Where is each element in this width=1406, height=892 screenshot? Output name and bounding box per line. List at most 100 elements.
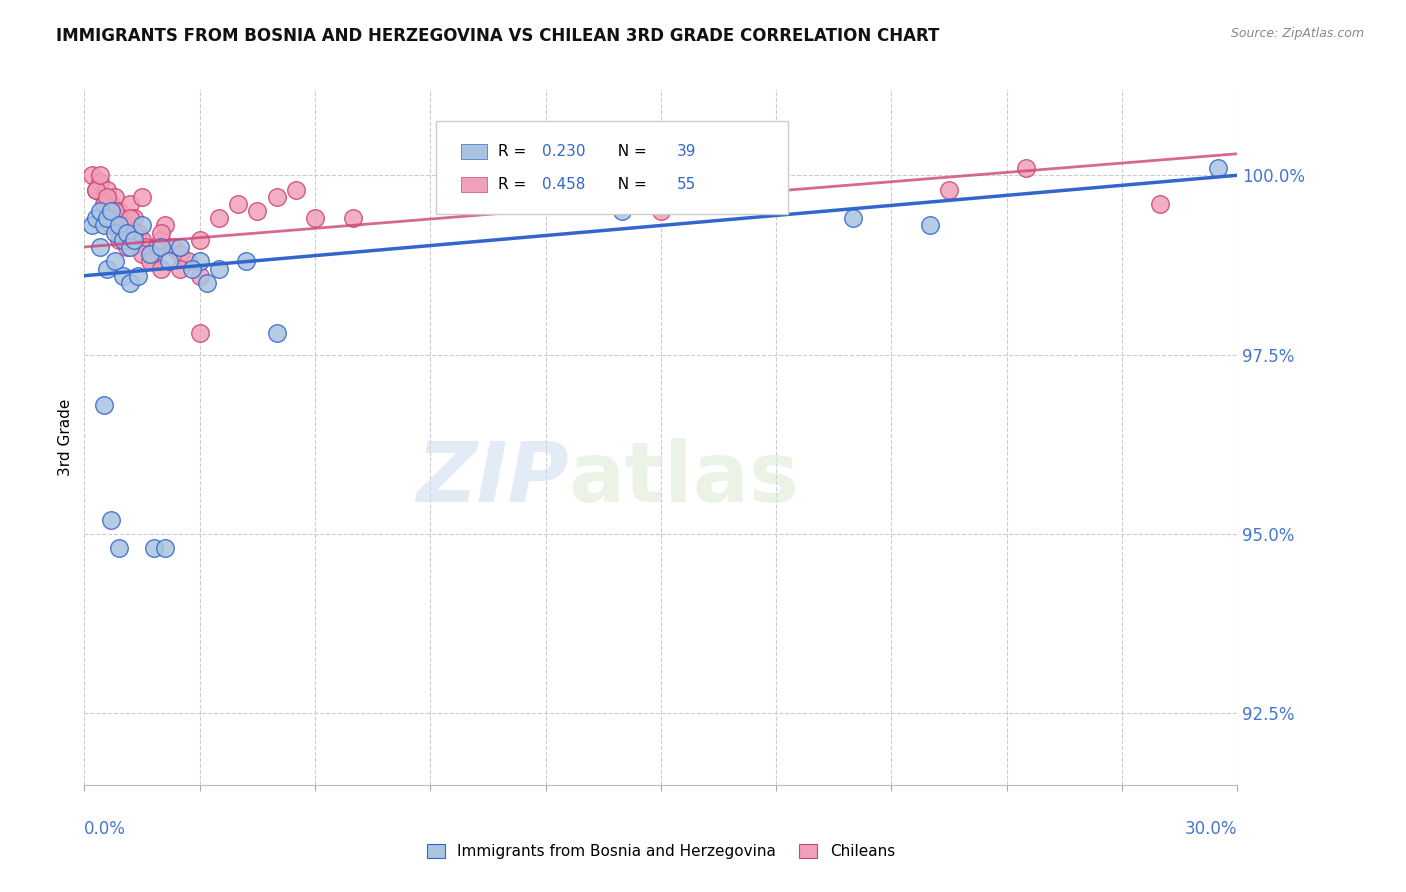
Point	[131, 219, 153, 233]
Point	[157, 254, 180, 268]
Point	[100, 512, 122, 526]
Text: ZIP: ZIP	[416, 438, 568, 519]
Point	[169, 240, 191, 254]
Point	[124, 233, 146, 247]
Point	[131, 247, 153, 261]
Point	[80, 168, 103, 182]
Point	[266, 190, 288, 204]
Point	[100, 219, 122, 233]
Point	[127, 268, 149, 283]
Point	[226, 197, 249, 211]
Point	[150, 240, 173, 254]
Point	[1149, 197, 1171, 211]
Point	[124, 226, 146, 240]
Point	[93, 190, 115, 204]
Point	[284, 183, 307, 197]
Point	[131, 190, 153, 204]
Point	[765, 197, 787, 211]
Point	[108, 219, 131, 233]
Point	[84, 183, 107, 197]
Legend: Immigrants from Bosnia and Herzegovina, Chileans: Immigrants from Bosnia and Herzegovina, …	[420, 838, 901, 865]
Point	[246, 204, 269, 219]
Point	[89, 204, 111, 219]
FancyBboxPatch shape	[461, 177, 486, 192]
Point	[108, 204, 131, 219]
Text: Source: ZipAtlas.com: Source: ZipAtlas.com	[1230, 27, 1364, 40]
Point	[89, 176, 111, 190]
Point	[80, 219, 103, 233]
Point	[188, 326, 211, 340]
Text: N =: N =	[607, 145, 651, 160]
Point	[266, 326, 288, 340]
Point	[1015, 161, 1038, 175]
Text: 39: 39	[676, 145, 696, 160]
Point	[111, 211, 134, 226]
Point	[169, 247, 191, 261]
Point	[104, 204, 127, 219]
Text: R =: R =	[498, 145, 531, 160]
Point	[120, 276, 142, 290]
FancyBboxPatch shape	[461, 145, 486, 160]
Point	[612, 204, 634, 219]
Point	[138, 254, 160, 268]
Point	[96, 183, 118, 197]
Point	[138, 247, 160, 261]
Point	[104, 190, 127, 204]
Point	[208, 261, 231, 276]
Point	[120, 197, 142, 211]
Point	[108, 541, 131, 556]
Point	[938, 183, 960, 197]
Point	[150, 261, 173, 276]
Point	[138, 247, 160, 261]
Text: atlas: atlas	[568, 438, 800, 519]
Point	[96, 211, 118, 226]
Point	[100, 197, 122, 211]
Point	[650, 204, 672, 219]
Point	[842, 211, 865, 226]
Point	[195, 276, 218, 290]
Point	[142, 541, 165, 556]
Point	[188, 254, 211, 268]
Point	[181, 261, 204, 276]
Point	[111, 268, 134, 283]
Text: IMMIGRANTS FROM BOSNIA AND HERZEGOVINA VS CHILEAN 3RD GRADE CORRELATION CHART: IMMIGRANTS FROM BOSNIA AND HERZEGOVINA V…	[56, 27, 939, 45]
Point	[120, 240, 142, 254]
Point	[169, 261, 191, 276]
Point	[162, 240, 184, 254]
Point	[93, 219, 115, 233]
Point	[89, 168, 111, 182]
Point	[96, 190, 118, 204]
Point	[84, 183, 107, 197]
Text: 30.0%: 30.0%	[1185, 820, 1237, 838]
Point	[342, 211, 364, 226]
Point	[115, 240, 138, 254]
Point	[208, 211, 231, 226]
Point	[96, 261, 118, 276]
Point	[120, 211, 142, 226]
FancyBboxPatch shape	[436, 120, 787, 214]
Y-axis label: 3rd Grade: 3rd Grade	[58, 399, 73, 475]
Point	[177, 254, 200, 268]
Point	[150, 226, 173, 240]
Point	[235, 254, 257, 268]
Point	[496, 197, 519, 211]
Text: 55: 55	[676, 177, 696, 192]
Point	[153, 219, 176, 233]
Point	[93, 398, 115, 412]
Point	[93, 197, 115, 211]
Point	[89, 240, 111, 254]
Text: R =: R =	[498, 177, 531, 192]
Point	[918, 219, 941, 233]
Point	[304, 211, 326, 226]
Point	[124, 211, 146, 226]
Point	[111, 219, 134, 233]
Point	[131, 233, 153, 247]
Point	[104, 226, 127, 240]
Point	[153, 541, 176, 556]
Point	[115, 219, 138, 233]
Point	[84, 211, 107, 226]
Point	[115, 226, 138, 240]
Point	[111, 233, 134, 247]
Point	[108, 233, 131, 247]
Text: 0.458: 0.458	[543, 177, 585, 192]
